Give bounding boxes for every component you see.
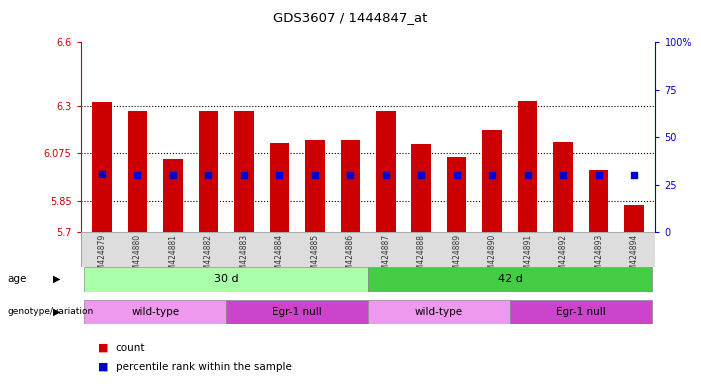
Point <box>522 172 533 178</box>
Text: ▶: ▶ <box>53 274 60 284</box>
Bar <box>341 141 360 232</box>
Bar <box>368 267 652 292</box>
Bar <box>482 130 502 232</box>
Point <box>380 172 391 178</box>
Bar <box>163 159 183 232</box>
Text: wild-type: wild-type <box>131 307 179 317</box>
Bar <box>305 141 325 232</box>
Bar <box>518 101 538 232</box>
Bar <box>84 300 226 324</box>
Text: Egr-1 null: Egr-1 null <box>556 307 606 317</box>
Text: percentile rank within the sample: percentile rank within the sample <box>116 362 292 372</box>
Point <box>345 172 356 178</box>
Bar <box>589 170 608 232</box>
Text: Egr-1 null: Egr-1 null <box>272 307 322 317</box>
Bar <box>198 111 218 232</box>
Bar <box>447 157 466 232</box>
Text: genotype/variation: genotype/variation <box>7 307 93 316</box>
Point <box>416 172 427 178</box>
Bar <box>510 300 652 324</box>
Bar <box>553 141 573 232</box>
Text: count: count <box>116 343 145 353</box>
Bar <box>625 205 644 232</box>
Point <box>557 172 569 178</box>
Point <box>451 172 463 178</box>
Point <box>132 172 143 178</box>
Bar <box>376 111 395 232</box>
Text: wild-type: wild-type <box>415 307 463 317</box>
Point <box>168 172 179 178</box>
Text: age: age <box>7 274 27 284</box>
Point <box>96 171 107 177</box>
Point <box>309 172 320 178</box>
Bar <box>84 267 368 292</box>
Point <box>593 172 604 178</box>
Bar <box>92 103 111 232</box>
Text: ▶: ▶ <box>53 307 60 317</box>
Point <box>238 172 250 178</box>
Point <box>273 172 285 178</box>
Bar <box>226 300 368 324</box>
Point <box>486 172 498 178</box>
Bar <box>234 111 254 232</box>
Bar <box>368 300 510 324</box>
Point <box>629 172 640 178</box>
Text: 42 d: 42 d <box>498 274 522 285</box>
Point <box>203 172 214 178</box>
Text: ■: ■ <box>98 343 109 353</box>
Bar <box>270 142 289 232</box>
Text: GDS3607 / 1444847_at: GDS3607 / 1444847_at <box>273 12 428 25</box>
Bar <box>128 111 147 232</box>
Bar <box>411 144 431 232</box>
Text: 30 d: 30 d <box>214 274 238 285</box>
Text: ■: ■ <box>98 362 109 372</box>
